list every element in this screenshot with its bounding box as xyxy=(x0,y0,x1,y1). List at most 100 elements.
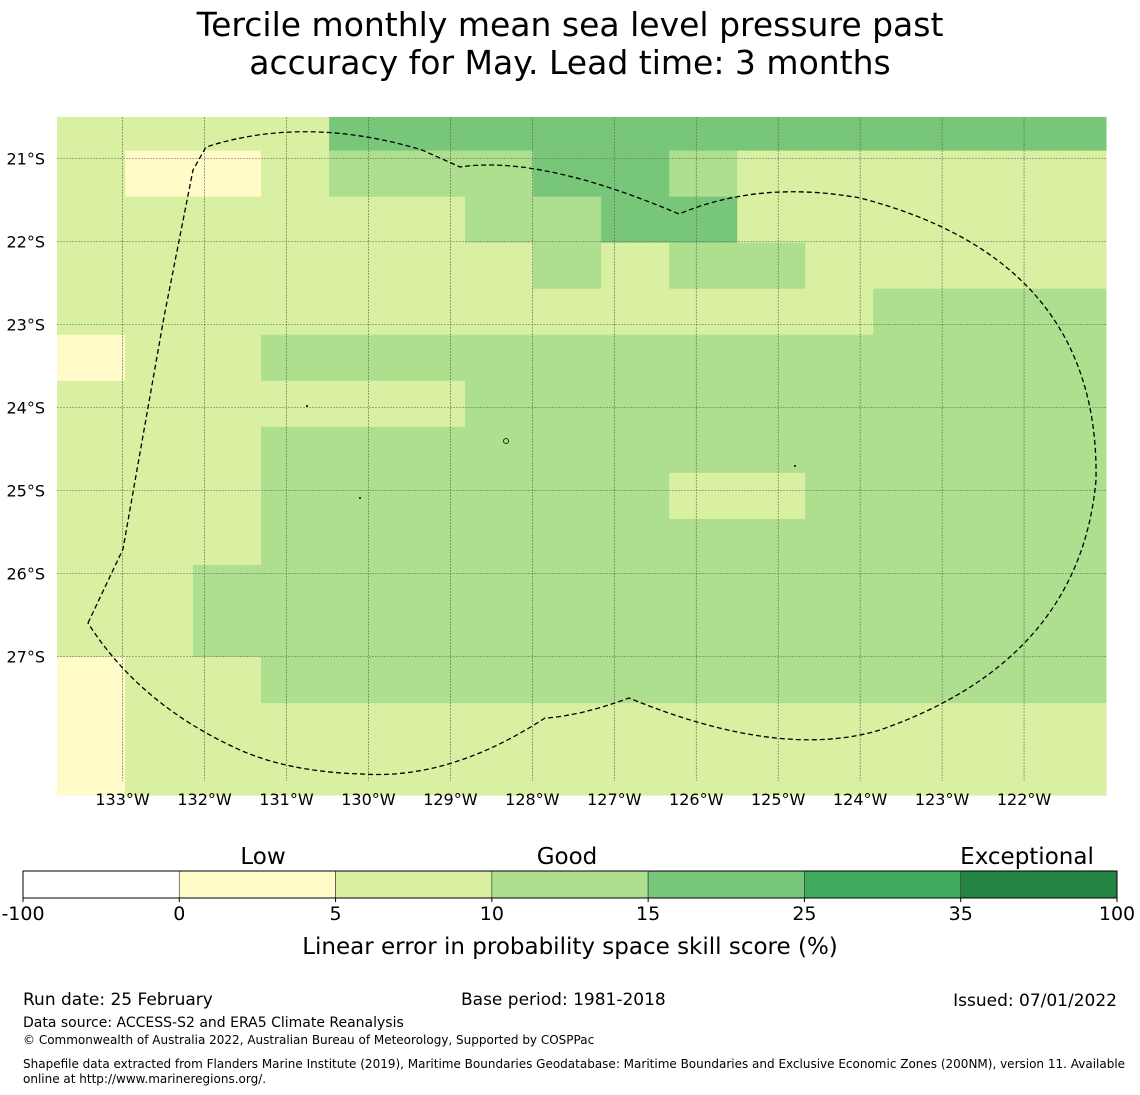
grid-cell xyxy=(669,288,738,336)
grid-cell xyxy=(737,703,806,750)
grid-cell xyxy=(737,564,806,612)
colorbar-category-exceptional: Exceptional xyxy=(960,844,1094,870)
grid-cell xyxy=(125,150,194,198)
grid-cell xyxy=(873,749,1107,796)
colorbar-segment xyxy=(804,870,962,899)
grid-cell xyxy=(57,334,126,382)
grid-cell xyxy=(805,610,874,658)
grid-cell xyxy=(57,288,126,336)
grid-cell xyxy=(125,242,194,290)
grid-cell xyxy=(397,610,466,658)
grid-cell xyxy=(261,117,330,152)
grid-cell xyxy=(533,610,602,658)
grid-cell xyxy=(873,472,1107,520)
grid-cell xyxy=(533,288,602,336)
colorbar-tick-label: 35 xyxy=(949,903,973,925)
grid-cell xyxy=(261,196,330,244)
latitude-tick-label: 24°S xyxy=(6,399,45,418)
grid-cell xyxy=(329,564,398,612)
grid-cell xyxy=(601,610,670,658)
grid-cell xyxy=(261,703,330,750)
grid-cell xyxy=(329,472,398,520)
grid-cell xyxy=(533,334,602,382)
grid-cell xyxy=(669,657,738,704)
grid-cell xyxy=(737,380,806,428)
grid-cell xyxy=(873,518,1107,566)
latitude-tick-label: 27°S xyxy=(6,648,45,667)
grid-cell xyxy=(805,472,874,520)
grid-cell xyxy=(805,657,874,704)
colorbar-segment xyxy=(960,870,1118,899)
grid-cell xyxy=(805,518,874,566)
longitude-tick-label: 128°W xyxy=(505,790,560,809)
grid-cell xyxy=(873,564,1107,612)
grid-cell xyxy=(805,749,874,796)
map-figure: 21°S22°S23°S24°S25°S26°S27°S 133°W 132°W 1… xyxy=(1,117,1135,960)
colorbar: -100 0 5 10 15 25 35 100 Low Good Exceptional L… xyxy=(1,844,1135,960)
longitude-tick-label: 129°W xyxy=(423,790,478,809)
grid-cell xyxy=(465,610,534,658)
grid-cell xyxy=(193,117,262,152)
grid-cell xyxy=(873,610,1107,658)
grid-cell xyxy=(533,117,602,152)
grid-cell xyxy=(669,380,738,428)
grid-cell xyxy=(261,334,330,382)
grid-cell xyxy=(397,196,466,244)
longitude-tick-label: 122°W xyxy=(997,790,1052,809)
grid-cell xyxy=(261,426,330,474)
grid-cell xyxy=(193,657,262,704)
grid-cell xyxy=(57,657,126,704)
grid-cell xyxy=(465,242,534,290)
grid-cell xyxy=(261,242,330,290)
longitude-tick-label: 124°W xyxy=(833,790,888,809)
grid-cell xyxy=(737,117,806,152)
grid-cell xyxy=(533,472,602,520)
grid-cell xyxy=(193,703,262,750)
grid-cell xyxy=(261,610,330,658)
grid-cell xyxy=(397,150,466,198)
grid-cell xyxy=(533,426,602,474)
grid-cell xyxy=(329,196,398,244)
grid-cell xyxy=(601,242,670,290)
grid-cell xyxy=(601,380,670,428)
grid-cell xyxy=(329,380,398,428)
longitude-tick-label: 123°W xyxy=(915,790,970,809)
colorbar-tick-label: 10 xyxy=(480,903,504,925)
grid-cell xyxy=(805,242,874,290)
grid-cell xyxy=(805,380,874,428)
grid-cell xyxy=(57,117,126,152)
grid-cell xyxy=(601,117,670,152)
island-marker xyxy=(359,497,361,499)
grid-cell xyxy=(737,610,806,658)
grid-cell xyxy=(533,564,602,612)
issued-date: Issued: 07/01/2022 xyxy=(953,991,1117,1011)
grid-cell xyxy=(329,610,398,658)
grid-cell xyxy=(261,749,330,796)
grid-cell xyxy=(329,703,398,750)
grid-cell xyxy=(601,657,670,704)
grid-cell xyxy=(261,288,330,336)
grid-cell xyxy=(397,242,466,290)
grid-cell xyxy=(329,150,398,198)
grid-cell xyxy=(193,288,262,336)
grid-cell xyxy=(805,150,874,198)
grid-cell xyxy=(125,196,194,244)
longitude-tick-label: 125°W xyxy=(751,790,806,809)
latitude-tick-label: 26°S xyxy=(6,565,45,584)
grid-cell xyxy=(329,117,398,152)
grid-cell xyxy=(533,749,602,796)
grid-cell xyxy=(329,242,398,290)
grid-cell xyxy=(125,610,194,658)
grid-cell xyxy=(465,657,534,704)
latitude-labels: 21°S 22°S 23°S 24°S 25°S 26°S 27°S xyxy=(6,150,45,667)
grid-cell xyxy=(193,380,262,428)
grid-cell xyxy=(125,472,194,520)
colorbar-segment xyxy=(335,870,493,899)
grid-cell xyxy=(57,242,126,290)
grid-cell xyxy=(669,564,738,612)
grid-cell xyxy=(669,472,738,520)
grid-cell xyxy=(737,472,806,520)
grid-cell xyxy=(57,610,126,658)
grid-cell xyxy=(125,749,194,796)
colorbar-segment xyxy=(491,870,649,899)
